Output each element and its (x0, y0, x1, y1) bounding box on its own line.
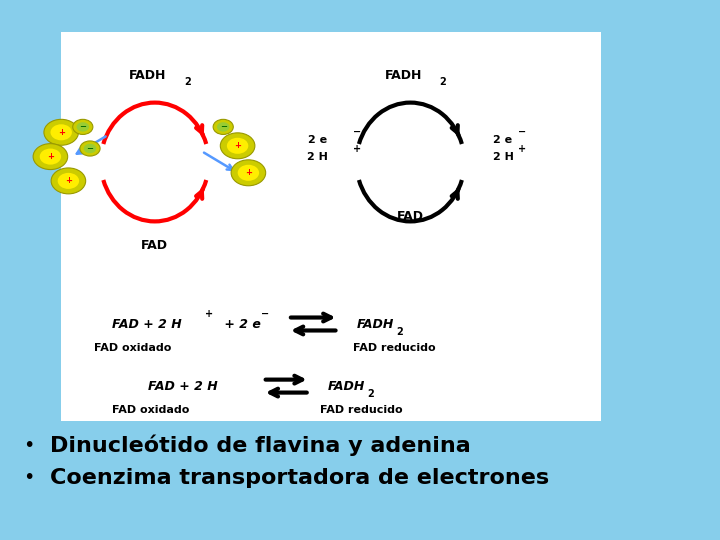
Text: −: − (86, 144, 94, 153)
Text: FAD + 2 H: FAD + 2 H (112, 318, 181, 330)
Text: −: − (261, 309, 269, 319)
Text: 2 e: 2 e (493, 136, 513, 145)
Text: Dinucleótido de flavina y adenina: Dinucleótido de flavina y adenina (50, 435, 471, 456)
Text: FAD oxidado: FAD oxidado (112, 406, 189, 415)
Text: +: + (47, 152, 54, 161)
Text: +: + (58, 128, 65, 137)
Text: FADH: FADH (356, 318, 394, 330)
Text: •: • (23, 436, 35, 455)
Circle shape (58, 173, 79, 189)
Circle shape (80, 141, 100, 156)
Text: 2: 2 (367, 389, 374, 399)
Circle shape (217, 122, 230, 132)
Text: +: + (518, 144, 526, 153)
Circle shape (84, 144, 96, 153)
Circle shape (213, 119, 233, 134)
Text: •: • (23, 468, 35, 488)
Text: +: + (353, 144, 361, 153)
Text: FAD reducido: FAD reducido (320, 406, 403, 415)
Circle shape (231, 160, 266, 186)
Bar (61, 32, 601, 421)
Text: FADH: FADH (384, 69, 422, 82)
Text: −: − (518, 127, 526, 137)
Text: FAD reducido: FAD reducido (353, 343, 436, 353)
Text: −: − (220, 123, 227, 131)
Text: 2 e: 2 e (308, 136, 328, 145)
Text: 2 H: 2 H (307, 152, 328, 161)
Text: 2: 2 (396, 327, 403, 337)
Text: +: + (65, 177, 72, 185)
Text: 2: 2 (184, 77, 191, 87)
Text: FAD + 2 H: FAD + 2 H (148, 380, 217, 393)
Text: FADH: FADH (129, 69, 166, 82)
Text: +: + (234, 141, 241, 150)
Circle shape (51, 168, 86, 194)
Text: FAD oxidado: FAD oxidado (94, 343, 171, 353)
Text: −: − (79, 123, 86, 131)
Text: 2 H: 2 H (493, 152, 514, 161)
Text: + 2 e: + 2 e (220, 318, 261, 330)
Circle shape (220, 133, 255, 159)
Circle shape (40, 148, 61, 165)
Circle shape (227, 138, 248, 154)
Circle shape (238, 165, 259, 181)
Text: +: + (245, 168, 252, 177)
Circle shape (73, 119, 93, 134)
Text: FADH: FADH (328, 380, 365, 393)
Text: 2: 2 (439, 77, 446, 87)
Text: FAD: FAD (397, 210, 424, 222)
Circle shape (50, 124, 72, 140)
Circle shape (76, 122, 89, 132)
Circle shape (44, 119, 78, 145)
Text: FAD: FAD (141, 239, 168, 252)
Text: Coenzima transportadora de electrones: Coenzima transportadora de electrones (50, 468, 549, 488)
Text: +: + (204, 309, 213, 319)
Text: −: − (353, 127, 361, 137)
Circle shape (33, 144, 68, 170)
